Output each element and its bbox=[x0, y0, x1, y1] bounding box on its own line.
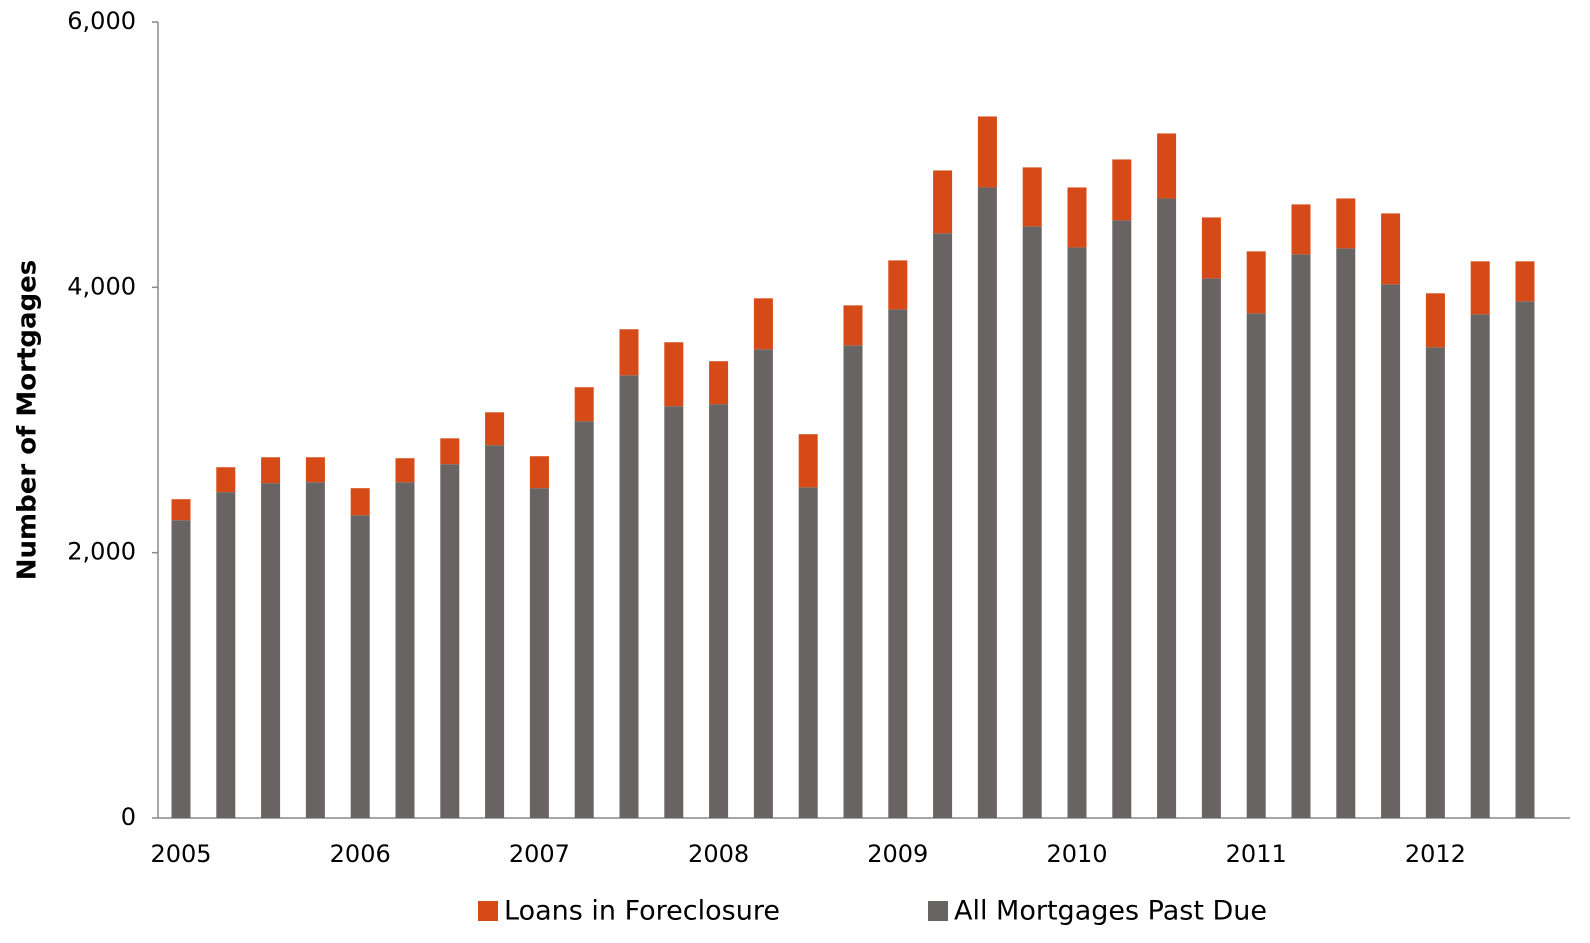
bar-segment bbox=[619, 329, 639, 376]
bar-segment bbox=[1201, 278, 1221, 818]
bar-segment bbox=[485, 412, 505, 446]
bar-segment bbox=[216, 492, 236, 818]
bar-segment bbox=[261, 483, 281, 818]
bar-segment bbox=[1470, 261, 1490, 315]
bar-segment bbox=[529, 488, 549, 818]
bar-segment bbox=[798, 487, 818, 818]
bar-segment bbox=[933, 233, 953, 818]
bar-segment bbox=[1291, 254, 1311, 819]
bar-segment bbox=[1515, 301, 1535, 819]
y-tick-label: 0 bbox=[121, 803, 136, 831]
y-tick-label: 4,000 bbox=[67, 272, 136, 300]
bar-segment bbox=[171, 520, 191, 818]
bar-segment bbox=[574, 421, 594, 818]
x-tick-label: 2012 bbox=[1405, 840, 1466, 868]
bar-segment bbox=[1201, 217, 1221, 279]
bar-segment bbox=[1246, 313, 1266, 818]
bar-segment bbox=[395, 482, 415, 818]
bar-segment bbox=[529, 456, 549, 489]
y-tick-label: 6,000 bbox=[67, 7, 136, 35]
bar-segment bbox=[1470, 314, 1490, 818]
bar-segment bbox=[843, 345, 863, 818]
bar-segment bbox=[1291, 204, 1311, 255]
bar-segment bbox=[1022, 167, 1042, 227]
bar-segment bbox=[843, 305, 863, 346]
bar-segment bbox=[305, 457, 325, 483]
x-tick-label: 2011 bbox=[1226, 840, 1287, 868]
bar-segment bbox=[1336, 198, 1356, 249]
bar-segment bbox=[395, 458, 415, 483]
bar-segment bbox=[933, 170, 953, 234]
bar-segment bbox=[1112, 220, 1132, 818]
bar-segment bbox=[1381, 284, 1401, 819]
legend-label: All Mortgages Past Due bbox=[954, 896, 1267, 927]
bar-segment bbox=[1246, 251, 1266, 314]
bar-segment bbox=[888, 309, 908, 818]
bar-segment bbox=[709, 404, 729, 818]
bar-segment bbox=[753, 349, 773, 818]
bar-segment bbox=[1336, 248, 1356, 818]
bar-segment bbox=[664, 406, 684, 818]
bar-segment bbox=[350, 515, 370, 818]
y-axis-label: Number of Mortgages bbox=[13, 260, 43, 581]
x-tick-label: 2008 bbox=[688, 840, 749, 868]
bar-segment bbox=[888, 260, 908, 310]
x-tick-label: 2006 bbox=[330, 840, 391, 868]
x-tick-label: 2010 bbox=[1046, 840, 1107, 868]
bar-segment bbox=[261, 457, 281, 484]
bar-segment bbox=[305, 482, 325, 818]
bar-segment bbox=[440, 438, 460, 465]
bar-segment bbox=[1425, 347, 1445, 818]
legend-label: Loans in Foreclosure bbox=[504, 896, 780, 927]
bar-segment bbox=[1425, 293, 1445, 348]
bar-segment bbox=[664, 342, 684, 407]
x-tick-label: 2009 bbox=[867, 840, 928, 868]
bar-segment bbox=[1022, 226, 1042, 819]
x-tick-label: 2005 bbox=[150, 840, 211, 868]
legend-swatch bbox=[928, 901, 948, 921]
bar-segment bbox=[485, 445, 505, 818]
bar-segment bbox=[619, 375, 639, 818]
bar-segment bbox=[216, 467, 236, 493]
bar-segment bbox=[977, 187, 997, 819]
bar-segment bbox=[1067, 187, 1087, 248]
bar-segment bbox=[1381, 213, 1401, 285]
bar-segment bbox=[1157, 133, 1177, 199]
bar-segment bbox=[440, 464, 460, 818]
bar-segment bbox=[350, 488, 370, 516]
legend-swatch bbox=[478, 901, 498, 921]
bar-segment bbox=[977, 116, 997, 188]
bar-segment bbox=[171, 499, 191, 521]
y-tick-label: 2,000 bbox=[67, 538, 136, 566]
x-tick-label: 2007 bbox=[509, 840, 570, 868]
bar-segment bbox=[1515, 261, 1535, 302]
bar-segment bbox=[709, 361, 729, 405]
bar-segment bbox=[574, 387, 594, 422]
bar-segment bbox=[1157, 198, 1177, 819]
bar-segment bbox=[798, 434, 818, 488]
bar-segment bbox=[1112, 159, 1132, 221]
bar-segment bbox=[753, 298, 773, 350]
bar-segment bbox=[1067, 247, 1087, 819]
